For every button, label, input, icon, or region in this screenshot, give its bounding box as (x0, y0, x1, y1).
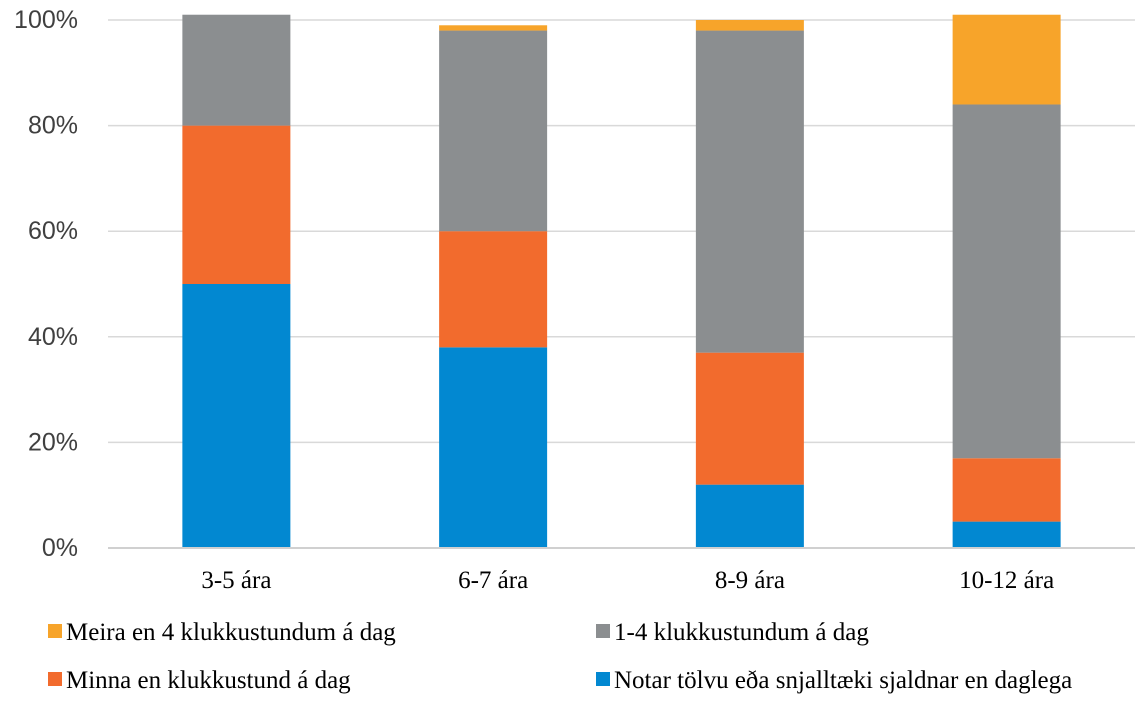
bar-segment (952, 521, 1061, 548)
x-tick-label: 10-12 ára (959, 567, 1054, 594)
legend-swatch (48, 624, 62, 638)
x-tick-label: 8-9 ára (715, 567, 785, 594)
bar-segment (182, 284, 291, 548)
bar-segment (952, 458, 1061, 522)
legend: Meira en 4 klukkustundum á dag 1-4 klukku… (48, 619, 1072, 694)
bar-segment (695, 30, 804, 353)
bar-segment (952, 14, 1061, 105)
bar-segment (439, 30, 548, 232)
bar-segment (695, 484, 804, 548)
y-tick-label: 40% (28, 323, 78, 351)
x-tick-label: 3-5 ára (201, 567, 271, 594)
bar-segment (439, 231, 548, 348)
y-axis-ticks: 0% 20% 40% 60% 80% 100% (14, 6, 78, 562)
bar-segment (439, 25, 548, 31)
y-tick-label: 60% (28, 217, 78, 245)
bar-segment (695, 352, 804, 485)
y-tick-label: 0% (42, 534, 78, 562)
bar-segment (182, 125, 291, 284)
x-tick-label: 6-7 ára (458, 567, 528, 594)
legend-swatch (596, 624, 610, 638)
legend-swatch (48, 672, 62, 686)
legend-swatch (596, 672, 610, 686)
bar-segment (182, 14, 291, 126)
legend-label: Meira en 4 klukkustundum á dag (66, 619, 396, 646)
bar-segment (952, 104, 1061, 459)
y-tick-label: 100% (14, 6, 78, 34)
y-tick-label: 80% (28, 112, 78, 140)
bar-segment (439, 347, 548, 548)
legend-label: 1-4 klukkustundum á dag (614, 619, 869, 646)
y-tick-label: 20% (28, 428, 78, 456)
legend-label: Notar tölvu eða snjalltæki sjaldnar en d… (614, 667, 1072, 694)
bars (182, 14, 1061, 548)
legend-label: Minna en klukkustund á dag (66, 667, 351, 694)
bar-segment (695, 20, 804, 31)
x-axis-ticks: 3-5 ára 6-7 ára 8-9 ára 10-12 ára (201, 567, 1054, 594)
